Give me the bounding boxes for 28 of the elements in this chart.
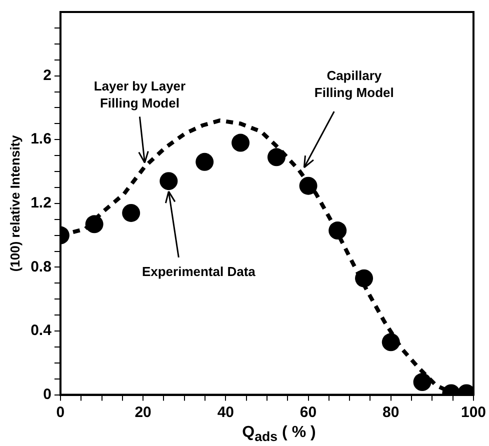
y-tick-label: 0 [43, 386, 52, 403]
point [122, 204, 140, 222]
point [267, 148, 286, 166]
y-tick-label: 2 [43, 66, 52, 84]
x-tick-label: 40 [217, 404, 234, 421]
point [382, 333, 400, 352]
x-tick-label: 100 [460, 404, 486, 421]
y-axis-title: (100) relative Intensity [7, 134, 22, 272]
x-tick-label: 60 [300, 404, 317, 421]
point [355, 269, 374, 288]
point [232, 134, 250, 152]
y-tick-label: 1.6 [30, 130, 52, 148]
annotation: Layer by Layer Filling Model [94, 78, 186, 110]
x-axis-title: Q$_{ads}$ ( % ) [241, 424, 317, 444]
point [413, 373, 432, 392]
y-tick-label: 0.4 [30, 322, 52, 340]
point [85, 215, 104, 234]
point [328, 222, 347, 240]
y-tick-label: 1.2 [30, 194, 52, 212]
x-tick-label: 80 [382, 404, 400, 421]
x-tick-label: 20 [134, 404, 152, 421]
annotation: Experimental Data [142, 264, 256, 280]
point [299, 176, 318, 195]
annotation: Capillary Filling Model [314, 68, 394, 100]
y-tick-label: 0.8 [30, 258, 52, 276]
x-tick-label: 0 [56, 404, 65, 421]
point [196, 152, 214, 171]
point [160, 172, 178, 190]
